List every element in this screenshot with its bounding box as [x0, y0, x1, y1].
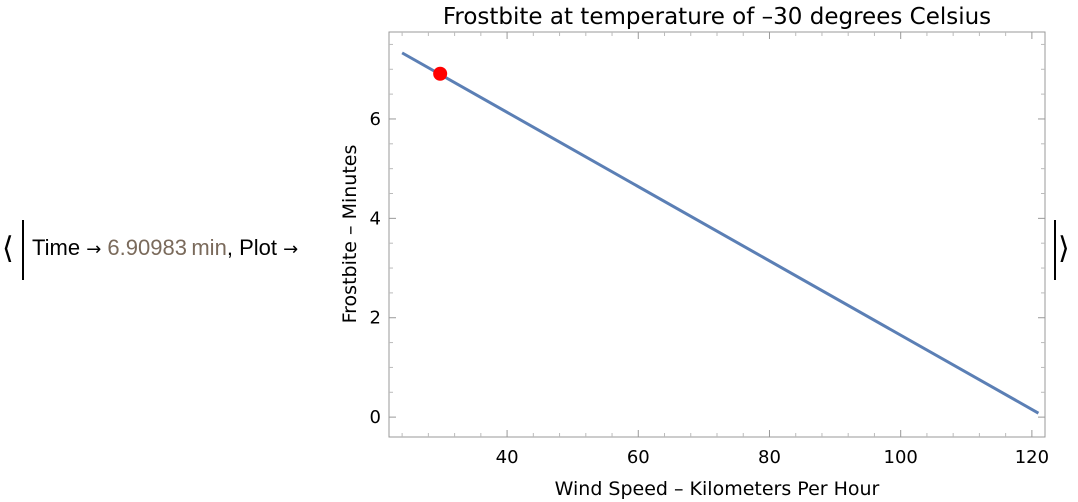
x-tick-label: 120 — [1015, 447, 1049, 468]
time-arrow: → — [86, 239, 102, 260]
x-tick-label: 80 — [758, 447, 781, 468]
time-key: Time — [32, 235, 81, 260]
x-axis-label: Wind Speed – Kilometers Per Hour — [555, 478, 880, 500]
x-tick-label: 40 — [496, 447, 519, 468]
axis-ticks: 40 60 80 100 120 0 2 4 6 — [370, 32, 1049, 468]
association-close: ⟩ — [1050, 220, 1078, 280]
y-tick-label: 2 — [370, 308, 381, 329]
time-unit: min — [191, 235, 227, 260]
highlight-point — [433, 66, 448, 81]
series-layer — [401, 51, 1040, 415]
plot-frame — [388, 31, 1046, 438]
y-axis-label: Frostbite – Minutes — [339, 145, 361, 324]
right-angle-bracket: ⟩ — [1058, 231, 1070, 266]
plot-key: Plot — [239, 235, 277, 260]
chart-title: Frostbite at temperature of –30 degrees … — [443, 4, 991, 30]
y-tick-label: 6 — [370, 109, 381, 130]
x-tick-label: 100 — [884, 447, 918, 468]
association-row: Time → 6.90983 min, Plot → — [32, 235, 298, 261]
y-tick-label: 0 — [370, 407, 381, 428]
left-bar — [22, 220, 24, 280]
y-tick-label: 4 — [370, 208, 381, 229]
plot-arrow: → — [283, 239, 299, 260]
series-line — [401, 51, 1040, 415]
left-angle-bracket: ⟨ — [2, 231, 14, 266]
right-bar — [1054, 220, 1056, 280]
time-value: 6.90983 — [107, 235, 187, 260]
x-tick-label: 60 — [627, 447, 650, 468]
separator: , — [226, 235, 233, 260]
association-display: ⟨ Time → 6.90983 min, Plot → — [0, 220, 345, 280]
